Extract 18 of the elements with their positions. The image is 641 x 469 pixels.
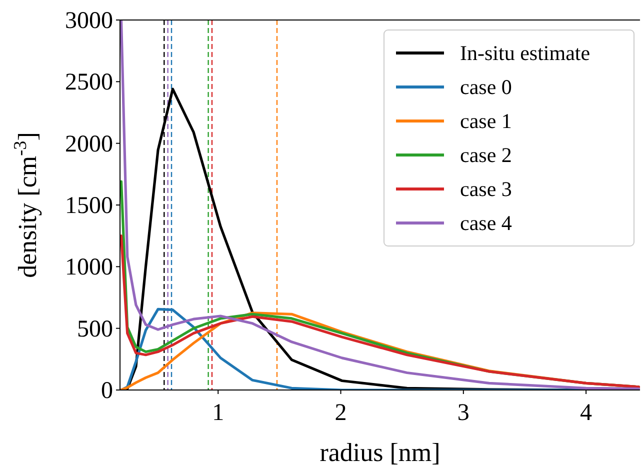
y-tick-label: 1000 xyxy=(65,254,113,281)
y-tick-label: 1500 xyxy=(65,193,113,219)
x-tick-label: 2 xyxy=(334,400,347,426)
y-tick-label: 2500 xyxy=(65,70,113,96)
legend-label: case 3 xyxy=(460,177,512,201)
legend-label: In-situ estimate xyxy=(460,41,590,65)
legend-label: case 1 xyxy=(460,109,512,133)
y-tick-label: 3000 xyxy=(65,8,113,34)
x-tick-label: 3 xyxy=(457,400,470,426)
legend-label: case 4 xyxy=(460,211,512,235)
legend-label: case 2 xyxy=(460,143,512,167)
legend-label: case 0 xyxy=(460,75,512,99)
y-tick-label: 2000 xyxy=(65,131,113,158)
x-axis-title: radius [nm] xyxy=(320,438,440,467)
x-tick-label: 1 xyxy=(212,400,224,426)
y-tick-label: 500 xyxy=(77,316,113,342)
y-tick-label: 0 xyxy=(101,378,113,404)
x-tick-label: 4 xyxy=(580,400,592,426)
